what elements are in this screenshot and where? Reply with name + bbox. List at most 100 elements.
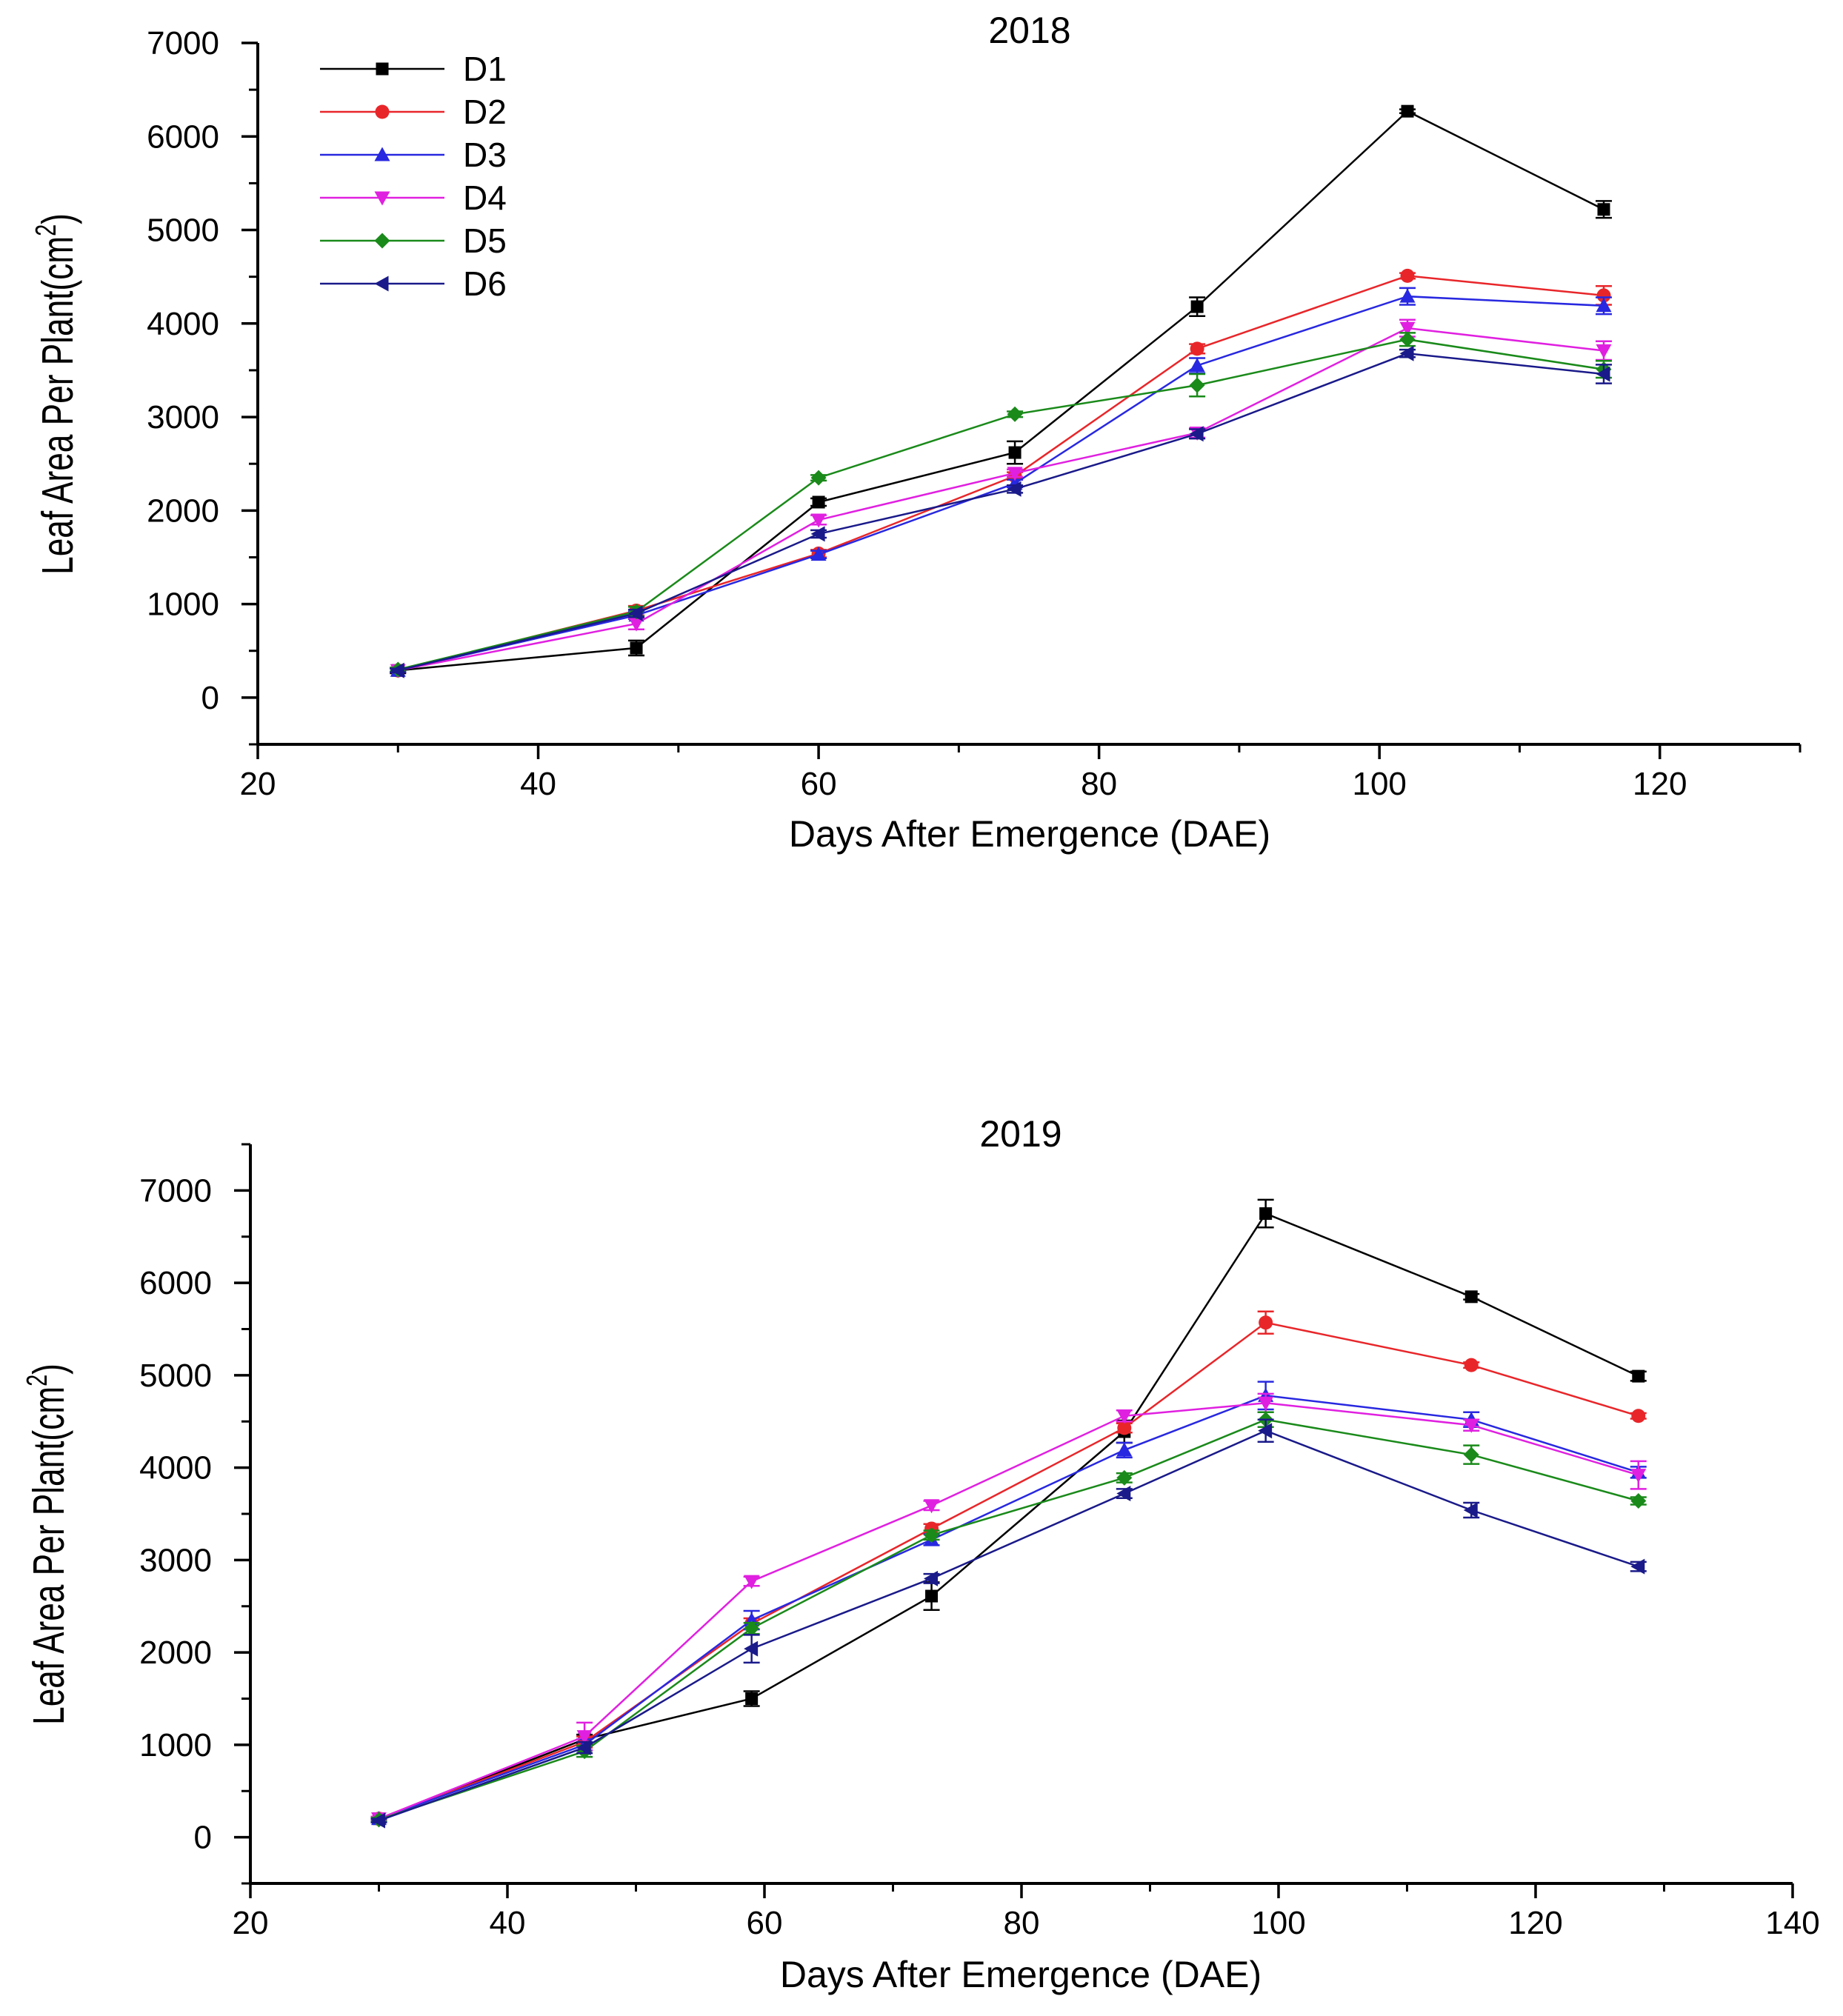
data-point <box>1008 446 1022 459</box>
data-point <box>628 605 643 621</box>
series-line <box>379 1321 1639 1820</box>
data-point <box>1189 426 1204 442</box>
y-ticks: 0 1000 2000 3000 4000 5000 6000 7000 <box>139 1143 250 1885</box>
data-point <box>1597 203 1610 216</box>
data-point <box>630 641 643 655</box>
legend-marker <box>374 276 389 292</box>
y-axis-label: Leaf Area Per Plant(cm2) <box>21 1364 74 1725</box>
x-tick-label: 100 <box>1352 766 1406 802</box>
data-point <box>810 547 827 561</box>
legend-label: D2 <box>463 93 507 131</box>
x-tick-label: 60 <box>801 766 837 802</box>
x-axis-label: Days After Emergence (DAE) <box>789 813 1270 855</box>
data-point <box>1632 1369 1645 1383</box>
y-ticks: 0 1000 2000 3000 4000 5000 6000 7000 <box>147 25 258 746</box>
data-point <box>810 513 827 528</box>
data-point <box>1463 1418 1479 1433</box>
data-point <box>1116 1469 1133 1486</box>
series-line <box>379 1212 1639 1820</box>
data-point <box>1259 1315 1273 1330</box>
y-tick-label: 1000 <box>139 1727 212 1763</box>
data-point <box>1116 1442 1133 1457</box>
data-point <box>1007 467 1023 481</box>
data-point <box>576 1730 593 1745</box>
x-ticks: 20 40 60 80 100 120 <box>240 744 1802 802</box>
legend-label: D1 <box>463 50 507 88</box>
y-tick-label: 0 <box>201 680 219 716</box>
series-d6 <box>390 345 1613 678</box>
legend-marker <box>374 233 390 249</box>
data-point <box>1401 104 1414 118</box>
data-point <box>1116 1409 1133 1424</box>
data-point <box>1400 268 1415 283</box>
x-tick-label: 140 <box>1765 1905 1819 1941</box>
data-point <box>810 470 827 486</box>
data-point <box>745 1692 759 1705</box>
y-axis-label-main: Leaf Area Per Plant(cm <box>24 1386 74 1725</box>
data-point <box>1116 1486 1131 1502</box>
chart-2018: 2018 0 1000 2000 3000 4000 5000 6000 7000 20 40 6… <box>30 10 1802 855</box>
y-tick-label: 3000 <box>147 399 219 435</box>
x-tick-label: 40 <box>490 1905 526 1941</box>
data-point <box>1007 406 1023 422</box>
data-point <box>1631 1409 1646 1423</box>
y-tick-label: 2000 <box>147 493 219 529</box>
x-tick-label: 20 <box>233 1905 269 1941</box>
data-point <box>744 1621 760 1637</box>
y-axis-label-sup: 2 <box>30 224 62 236</box>
y-tick-label: 5000 <box>147 213 219 249</box>
legend-label: D5 <box>463 221 507 260</box>
legend-item-d2: D2 <box>320 93 507 131</box>
y-tick-label: 6000 <box>139 1265 212 1301</box>
series-layer <box>370 1198 1647 1829</box>
data-point <box>1259 1207 1273 1221</box>
y-tick-label: 7000 <box>139 1172 212 1209</box>
y-tick-label: 4000 <box>147 306 219 342</box>
x-tick-label: 100 <box>1251 1905 1305 1941</box>
data-point <box>1464 1358 1479 1372</box>
data-point <box>1258 1423 1273 1439</box>
series-layer <box>390 104 1613 678</box>
y-tick-label: 4000 <box>139 1450 212 1486</box>
y-tick-label: 6000 <box>147 119 219 155</box>
data-point <box>924 1527 940 1543</box>
legend-marker <box>375 104 390 119</box>
x-tick-label: 60 <box>747 1905 783 1941</box>
x-tick-label: 40 <box>520 766 556 802</box>
chart-title: 2018 <box>988 10 1070 51</box>
legend-marker <box>376 62 389 76</box>
legend-item-d4: D4 <box>320 178 507 217</box>
legend-label: D4 <box>463 178 507 217</box>
data-point <box>1189 377 1205 393</box>
data-point <box>1190 300 1204 313</box>
data-point <box>810 526 825 542</box>
data-point <box>924 1499 940 1514</box>
y-tick-label: 3000 <box>139 1542 212 1578</box>
data-point <box>1463 1446 1479 1463</box>
data-point <box>1399 331 1416 347</box>
data-point <box>1464 1290 1478 1304</box>
data-point <box>1258 1396 1274 1411</box>
y-tick-label: 5000 <box>139 1358 212 1394</box>
legend-item-d5: D5 <box>320 221 507 260</box>
y-axis-label-sup: 2 <box>21 1375 53 1386</box>
legend-label: D6 <box>463 264 507 303</box>
data-point <box>1463 1502 1478 1518</box>
x-tick-label: 80 <box>1004 1905 1040 1941</box>
y-tick-label: 7000 <box>147 25 219 61</box>
data-point <box>1399 288 1416 303</box>
data-point <box>1596 366 1610 382</box>
data-point <box>1630 1469 1647 1483</box>
data-point <box>1596 344 1612 358</box>
data-point <box>1399 345 1414 361</box>
axes-frame <box>256 43 1800 746</box>
data-point <box>1596 288 1611 303</box>
y-axis-label: Leaf Area Per Plant(cm2) <box>30 213 83 575</box>
data-point <box>576 1740 591 1756</box>
data-point <box>925 1589 939 1603</box>
data-point <box>628 617 644 632</box>
series-d6 <box>370 1418 1647 1829</box>
y-tick-label: 0 <box>194 1820 212 1856</box>
series-line <box>379 1402 1639 1820</box>
